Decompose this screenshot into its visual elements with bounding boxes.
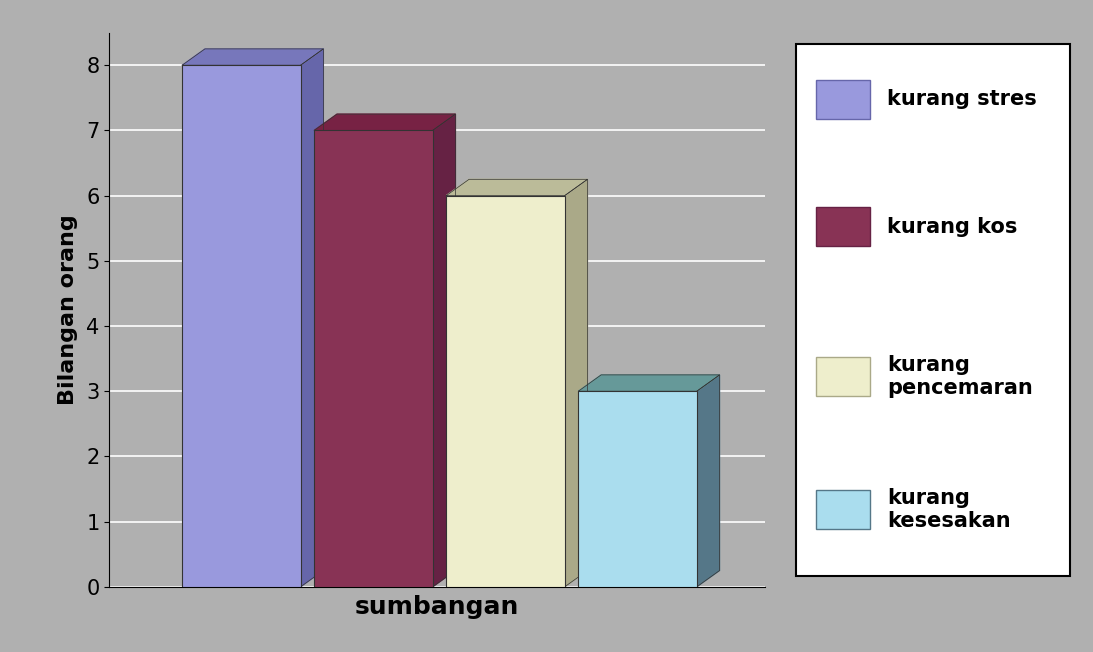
Polygon shape [433, 114, 456, 587]
Polygon shape [578, 375, 719, 391]
X-axis label: sumbangan: sumbangan [355, 595, 519, 619]
Polygon shape [565, 179, 588, 587]
Text: kurang stres: kurang stres [888, 89, 1037, 109]
Bar [816, 357, 870, 396]
Polygon shape [301, 49, 324, 587]
Bar [578, 391, 697, 587]
Text: kurang kos: kurang kos [888, 216, 1018, 237]
Y-axis label: Bilangan orang: Bilangan orang [58, 215, 78, 405]
Bar [183, 65, 301, 587]
Bar [315, 130, 433, 587]
Text: kurang
kesesakan: kurang kesesakan [888, 488, 1011, 531]
Bar [816, 80, 870, 119]
Polygon shape [183, 49, 324, 65]
Bar [816, 490, 870, 529]
Bar [816, 207, 870, 246]
Polygon shape [446, 179, 588, 196]
Text: kurang
pencemaran: kurang pencemaran [888, 355, 1033, 398]
Bar [446, 196, 565, 587]
Polygon shape [697, 375, 719, 587]
FancyBboxPatch shape [796, 44, 1070, 576]
Polygon shape [315, 114, 456, 130]
